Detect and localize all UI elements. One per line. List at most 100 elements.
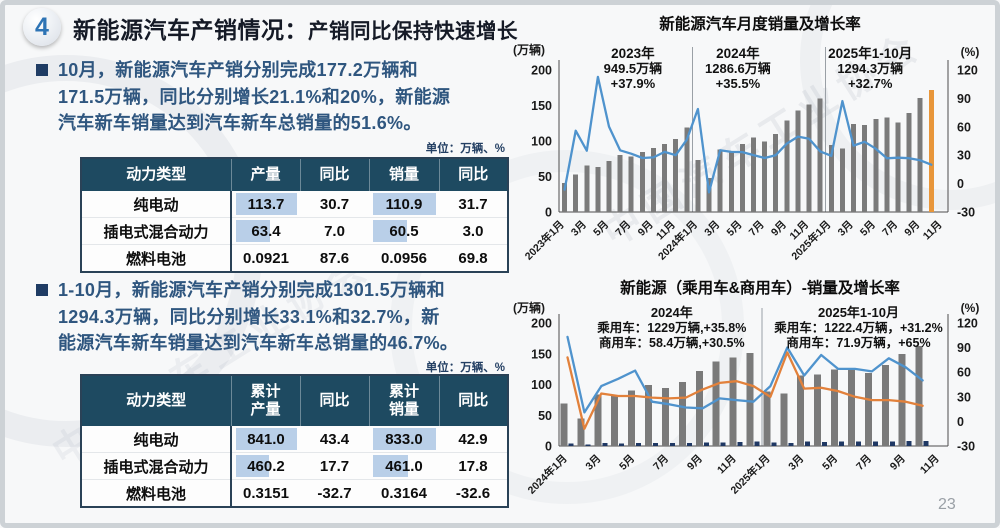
table-header-cell: 动力类型: [81, 375, 232, 426]
annotation-text: 2024年: [651, 305, 693, 320]
bar-月度销量: [828, 145, 834, 212]
bar-商用车销量: [771, 442, 777, 446]
right-axis-tick: 90: [957, 92, 971, 106]
bar-商用车销量: [839, 441, 845, 446]
x-axis-tick: 7月: [613, 219, 633, 239]
table-row: 纯电动 841.0 43.4 833.0 42.9: [81, 426, 508, 453]
bar-乘用车销量: [864, 372, 872, 446]
bar-月度销量: [573, 174, 579, 212]
annotation-text: 1294.3万辆: [837, 61, 903, 76]
bar-商用车销量: [822, 441, 828, 446]
left-axis-tick: 200: [531, 317, 552, 331]
table-cell: 42.9: [458, 430, 488, 448]
chart-title-monthly: 新能源汽车月度销量及增长率: [659, 16, 861, 33]
bar-月度销量: [673, 139, 679, 212]
bar-月度销量: [762, 141, 768, 212]
table-header-cell: 产量: [231, 158, 301, 191]
bar-月度销量: [695, 160, 701, 212]
x-axis-tick: 2024年1月: [525, 452, 570, 497]
bar-乘用车销量: [915, 345, 923, 446]
table-cell: 461.0: [369, 452, 439, 480]
table-header-cell: 累计 产量: [231, 375, 301, 426]
bar-商用车销量: [568, 443, 574, 446]
bar-乘用车销量: [831, 369, 839, 446]
table-cell: 0.3151: [231, 479, 300, 507]
table-row: 插电式混合动力 63.4 7.0 60.5 3.0: [81, 217, 508, 245]
bar-月度销量: [839, 148, 845, 212]
bar-商用车销量: [923, 441, 929, 446]
table-cell: 插电式混合动力: [81, 452, 232, 480]
databar: [373, 220, 408, 242]
bar-月度销量: [817, 98, 823, 212]
x-axis-tick: 5月: [591, 219, 611, 239]
right-axis-tick: 30: [957, 390, 971, 404]
title-sub: 产销同比保持快速增长: [308, 20, 518, 43]
page-number: 23: [938, 496, 956, 513]
table-cell: 833.0: [369, 426, 439, 453]
chart-title-pv-cv: 新能源（乘用车&商用车）-销量及增长率: [620, 280, 900, 297]
right-axis-tick: -30: [957, 206, 975, 220]
x-axis-tick: 5月: [617, 453, 637, 473]
bar-商用车销量: [602, 443, 608, 446]
bar-乘用车销量: [594, 394, 602, 446]
table-cell: 燃料电池: [81, 479, 232, 507]
right-axis-tick: 60: [957, 120, 971, 134]
annotation-text: 2024年: [716, 45, 760, 61]
line-同比增长率: [563, 75, 933, 194]
left-axis-tick: 0: [545, 440, 552, 454]
table-row: 插电式混合动力 460.2 17.7 461.0 17.8: [81, 452, 508, 480]
x-axis-tick: 5月: [820, 453, 840, 473]
line-商用车增速: [566, 335, 924, 414]
bar-商用车销量: [737, 441, 743, 446]
databar: [373, 428, 436, 450]
cumulative-power-type-table: 动力类型 累计 产量 同比 累计 销量 同比 纯电动 841.0 43.4 833.0 42.9 插…: [80, 374, 509, 508]
bar-月度销量: [684, 127, 690, 212]
right-axis-tick: 0: [957, 415, 964, 429]
bullet-square-icon: [36, 64, 48, 76]
x-axis-tick: 5月: [858, 219, 878, 239]
annotation-text: 1286.6万辆: [705, 61, 771, 76]
bar-乘用车销量: [628, 390, 636, 446]
bar-商用车销量: [585, 444, 591, 446]
right-axis-tick: 120: [957, 317, 978, 331]
annotation-text: 商用车：58.4万辆,+30.5%: [599, 335, 745, 350]
table-header-cell: 同比: [439, 375, 508, 426]
x-axis-tick: 11月: [918, 453, 942, 477]
bar-商用车销量: [754, 441, 760, 446]
right-axis-tick: 0: [957, 177, 964, 191]
x-axis-tick: 11月: [921, 219, 945, 243]
bar-月度销量: [928, 90, 934, 212]
bar-商用车销量: [788, 443, 794, 446]
bar-商用车销量: [872, 441, 878, 446]
x-axis-tick: 11月: [715, 453, 739, 477]
table-cell: 110.9: [369, 191, 439, 218]
table-cell: 燃料电池: [81, 244, 232, 272]
bar-月度销量: [906, 113, 912, 212]
right-axis-unit: (%): [961, 45, 980, 59]
bullet-october: 10月，新能源汽车产销分别完成177.2万辆和 171.5万辆，同比分别增长21…: [36, 57, 518, 137]
bar-月度销量: [784, 120, 790, 212]
table-cell: 60.5: [369, 217, 439, 245]
x-axis-tick: 2023年1月: [522, 218, 567, 263]
x-axis-tick: 7月: [651, 453, 671, 473]
x-axis-tick: 7月: [747, 219, 767, 239]
bar-商用车销量: [686, 442, 692, 446]
databar: [236, 455, 270, 477]
left-axis-tick: 150: [531, 99, 552, 113]
bar-商用车销量: [619, 443, 625, 446]
annotation-text: 949.5万辆: [604, 61, 663, 76]
databar: [373, 193, 436, 215]
table-cell: 69.8: [439, 244, 508, 272]
bar-乘用车销量: [898, 353, 906, 447]
table-cell: 0.0921: [231, 244, 300, 272]
bar-月度销量: [751, 137, 756, 212]
bar-商用车销量: [856, 441, 861, 446]
table-cell: 43.4: [319, 430, 350, 448]
bar-月度销量: [584, 165, 590, 212]
table-header-cell: 同比: [300, 158, 370, 191]
table-cell: 17.8: [439, 452, 508, 480]
table-cell: 纯电动: [81, 191, 232, 218]
left-axis-tick: 50: [538, 170, 552, 184]
bar-乘用车销量: [780, 393, 788, 446]
table-cell: 63.4: [231, 217, 300, 245]
